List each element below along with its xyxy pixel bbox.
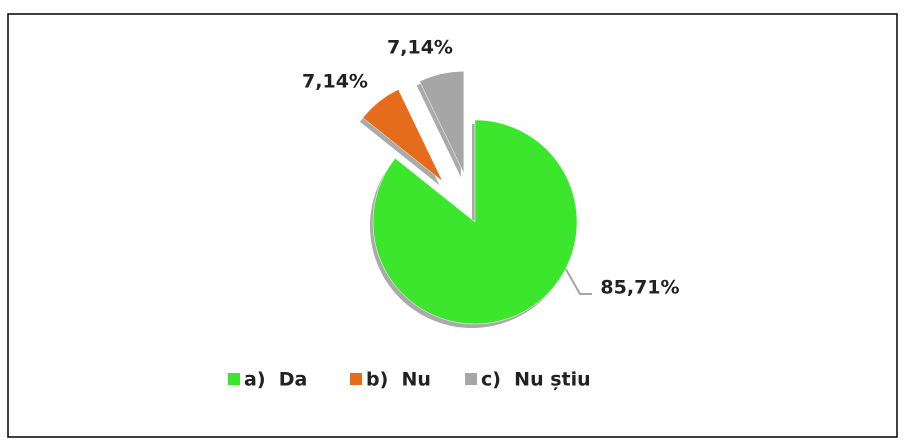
data-label: 7,14% bbox=[302, 71, 368, 93]
legend-label: a) Da bbox=[244, 369, 307, 391]
pie-slice bbox=[372, 119, 578, 325]
legend-label: b) Nu bbox=[366, 369, 431, 391]
leader-line bbox=[564, 268, 592, 295]
data-label: 85,71% bbox=[600, 277, 679, 299]
legend-swatch bbox=[350, 373, 362, 385]
data-label: 7,14% bbox=[387, 37, 453, 59]
legend-swatch bbox=[228, 373, 240, 385]
pie-slice bbox=[419, 71, 465, 174]
pie-slice bbox=[362, 89, 443, 182]
legend-swatch bbox=[465, 373, 477, 385]
legend-label: c) Nu știu bbox=[481, 369, 591, 391]
